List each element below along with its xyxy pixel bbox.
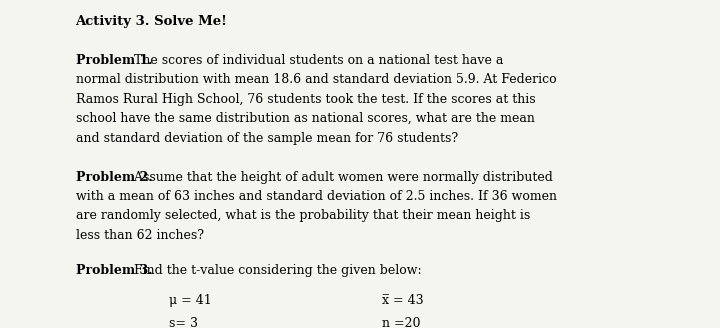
Text: and standard deviation of the sample mean for 76 students?: and standard deviation of the sample mea… [76, 132, 458, 145]
Text: school have the same distribution as national scores, what are the mean: school have the same distribution as nat… [76, 112, 534, 125]
Text: Assume that the height of adult women were normally distributed: Assume that the height of adult women we… [130, 171, 552, 184]
Text: less than 62 inches?: less than 62 inches? [76, 229, 204, 242]
Text: Find the t-value considering the given below:: Find the t-value considering the given b… [130, 264, 421, 277]
Text: Problem 3.: Problem 3. [76, 264, 152, 277]
Text: s= 3: s= 3 [169, 317, 198, 328]
Text: with a mean of 63 inches and standard deviation of 2.5 inches. If 36 women: with a mean of 63 inches and standard de… [76, 190, 557, 203]
Text: normal distribution with mean 18.6 and standard deviation 5.9. At Federico: normal distribution with mean 18.6 and s… [76, 73, 557, 87]
Text: are randomly selected, what is the probability that their mean height is: are randomly selected, what is the proba… [76, 209, 530, 222]
Text: n =20: n =20 [382, 317, 420, 328]
Text: x̅ = 43: x̅ = 43 [382, 294, 423, 307]
Text: Ramos Rural High School, 76 students took the test. If the scores at this: Ramos Rural High School, 76 students too… [76, 93, 535, 106]
Text: μ = 41: μ = 41 [169, 294, 212, 307]
Text: Problem 1.: Problem 1. [76, 54, 152, 67]
Text: Problem 2.: Problem 2. [76, 171, 152, 184]
Text: The scores of individual students on a national test have a: The scores of individual students on a n… [130, 54, 503, 67]
Text: Activity 3. Solve Me!: Activity 3. Solve Me! [76, 15, 228, 28]
